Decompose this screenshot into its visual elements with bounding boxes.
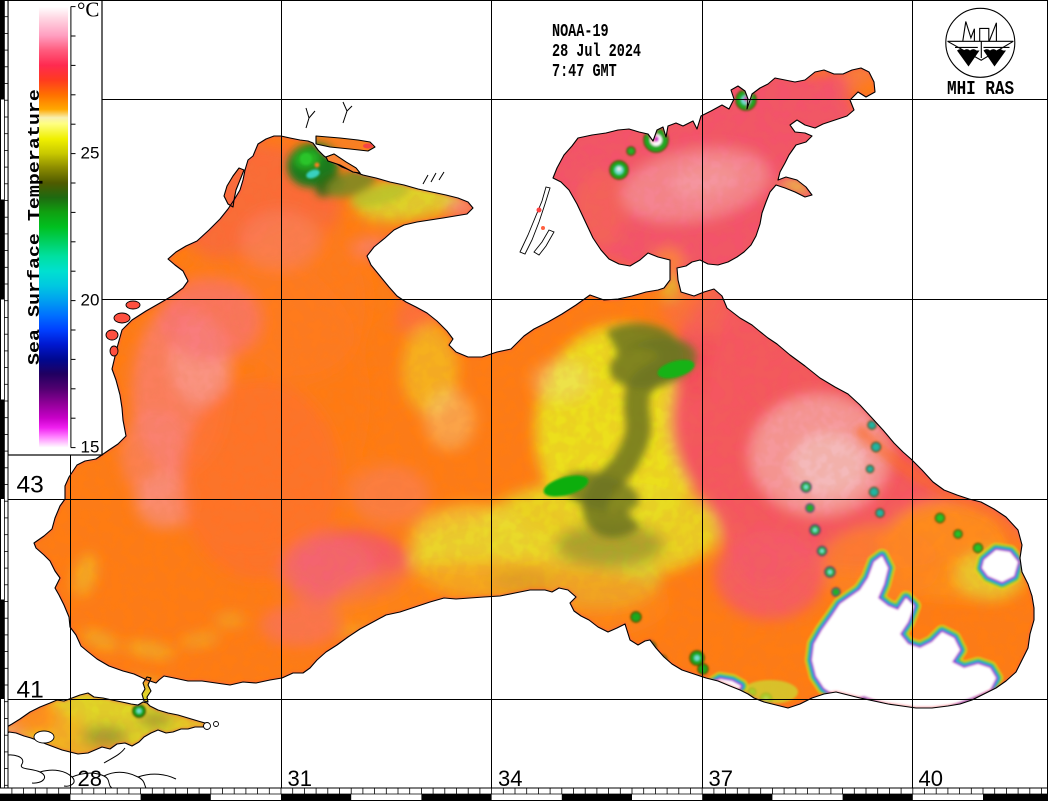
svg-text:°C: °C: [77, 0, 99, 22]
svg-text:37: 37: [709, 766, 733, 791]
svg-text:34: 34: [498, 766, 522, 791]
svg-text:MHI RAS: MHI RAS: [947, 79, 1015, 101]
svg-text:20: 20: [81, 291, 100, 310]
svg-text:41: 41: [17, 677, 44, 704]
svg-text:28 Jul 2024: 28 Jul 2024: [552, 41, 641, 61]
svg-text:28: 28: [78, 766, 102, 791]
svg-text:7:47 GMT: 7:47 GMT: [552, 61, 617, 81]
svg-text:40: 40: [919, 766, 943, 791]
svg-text:15: 15: [81, 438, 100, 457]
svg-text:43: 43: [17, 472, 44, 499]
svg-text:31: 31: [288, 766, 312, 791]
svg-text:25: 25: [81, 144, 100, 163]
svg-text:NOAA-19: NOAA-19: [552, 21, 609, 41]
svg-text:Sea Surface Temperature: Sea Surface Temperature: [25, 89, 44, 365]
